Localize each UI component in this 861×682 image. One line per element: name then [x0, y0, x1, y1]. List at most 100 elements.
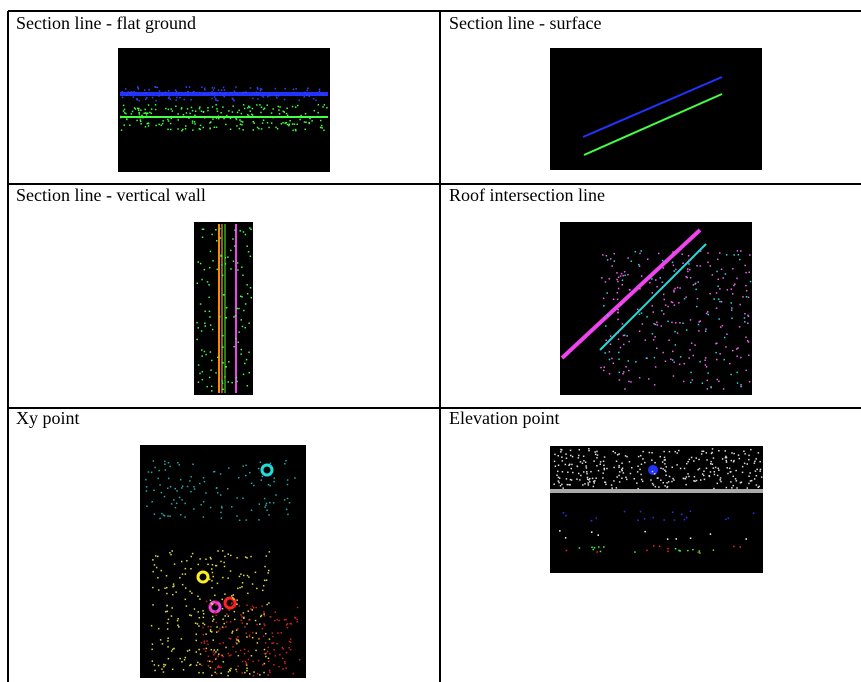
speckle	[262, 476, 264, 478]
speckle	[167, 515, 169, 517]
speckle	[727, 473, 729, 475]
speckle	[173, 499, 175, 501]
speckle	[748, 297, 750, 299]
speckle	[725, 346, 727, 348]
speckle	[735, 478, 737, 480]
speckle	[198, 611, 200, 613]
speckle	[256, 624, 258, 626]
speckle	[257, 642, 259, 644]
speckle	[284, 99, 286, 101]
speckle	[656, 286, 658, 288]
speckle	[618, 288, 620, 290]
speckle	[631, 467, 633, 469]
speckle	[651, 278, 653, 280]
speckle	[223, 294, 225, 296]
speckle	[204, 642, 206, 644]
speckle	[196, 339, 198, 341]
speckle	[244, 672, 246, 674]
speckle	[733, 254, 735, 256]
speckle	[224, 96, 226, 98]
speckle	[240, 573, 242, 575]
speckle	[224, 615, 226, 617]
speckle	[210, 324, 212, 326]
speckle	[236, 381, 238, 383]
speckle	[732, 350, 734, 352]
speckle	[288, 125, 290, 127]
speckle	[184, 99, 186, 101]
speckle	[248, 651, 250, 653]
speckle	[705, 357, 707, 359]
speckle	[590, 471, 592, 473]
speckle	[255, 572, 257, 574]
speckle	[249, 227, 251, 229]
speckle	[684, 298, 686, 300]
speckle	[203, 648, 205, 650]
speckle	[210, 629, 212, 631]
speckle	[299, 119, 301, 121]
speckle	[201, 330, 203, 332]
speckle	[159, 484, 161, 486]
speckle	[198, 625, 200, 627]
speckle	[241, 319, 243, 321]
speckle	[218, 116, 220, 118]
speckle	[222, 346, 224, 348]
speckle	[736, 348, 738, 350]
speckle	[292, 106, 294, 108]
speckle	[680, 468, 682, 470]
speckle	[167, 638, 169, 640]
speckle	[211, 234, 213, 236]
speckle	[185, 587, 187, 589]
speckle	[266, 510, 268, 512]
speckle	[311, 120, 313, 122]
speckle	[598, 546, 600, 548]
speckle	[244, 363, 246, 365]
speckle	[747, 323, 749, 325]
speckle	[245, 327, 247, 329]
speckle	[602, 254, 604, 256]
speckle	[624, 335, 626, 337]
speckle	[323, 130, 325, 132]
speckle	[722, 458, 724, 460]
speckle	[192, 129, 194, 131]
speckle	[146, 490, 148, 492]
speckle	[206, 601, 208, 603]
speckle	[641, 275, 643, 277]
speckle	[267, 96, 269, 98]
speckle	[194, 608, 196, 610]
speckle	[686, 463, 688, 465]
speckle	[240, 230, 242, 232]
speckle	[672, 302, 674, 304]
speckle	[237, 636, 239, 638]
speckle	[661, 325, 663, 327]
image-vertical-wall	[194, 222, 253, 395]
speckle	[558, 477, 560, 479]
speckle	[186, 86, 188, 88]
speckle	[217, 550, 219, 552]
speckle	[230, 250, 232, 252]
speckle	[247, 385, 249, 387]
speckle	[558, 465, 560, 467]
speckle	[655, 324, 657, 326]
speckle	[216, 622, 218, 624]
speckle	[236, 671, 238, 673]
speckle	[248, 106, 250, 108]
speckle	[139, 100, 141, 102]
speckle	[260, 90, 262, 92]
speckle	[153, 460, 155, 462]
speckle	[177, 113, 179, 115]
speckle	[216, 117, 218, 119]
speckle	[749, 472, 751, 474]
speckle	[212, 329, 214, 331]
speckle	[210, 251, 212, 253]
speckle	[158, 470, 160, 472]
speckle	[699, 550, 701, 552]
speckle	[748, 476, 750, 478]
speckle	[712, 274, 714, 276]
speckle	[726, 254, 728, 256]
speckle	[232, 238, 234, 240]
speckle	[697, 469, 699, 471]
speckle	[173, 648, 175, 650]
speckle	[594, 480, 596, 482]
speckle	[274, 477, 276, 479]
speckle	[219, 316, 221, 318]
